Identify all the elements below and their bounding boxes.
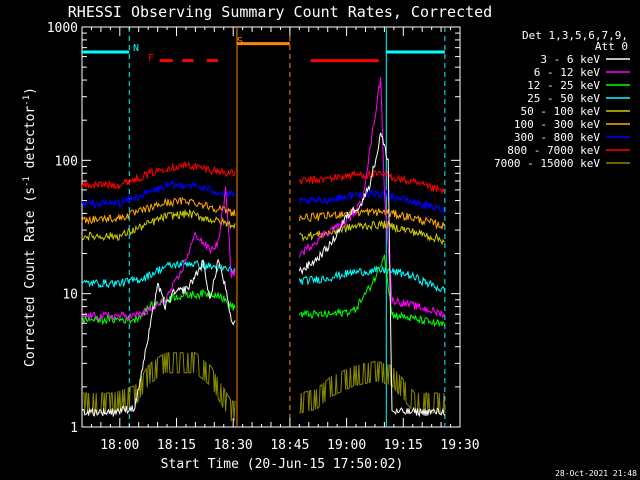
series-line-100_300keV-seg1 — [298, 207, 446, 230]
series-line-3_6keV-seg0 — [81, 258, 236, 418]
y-axis-label-sup1: -1 — [22, 176, 32, 187]
svg-text:Corrected Count Rate (s-1 dete: Corrected Count Rate (s-1 detector-1) — [22, 87, 38, 367]
y-tick-label-100: 100 — [55, 154, 78, 169]
legend-label-5: 100 - 300 keV — [514, 118, 600, 131]
flag-S: S — [237, 36, 243, 47]
legend-header-1: Att 0 — [595, 40, 628, 53]
flag-F: F — [148, 53, 154, 64]
y-axis-label-a: Corrected Count Rate (s — [23, 187, 38, 367]
y-axis-label-sup2: -1 — [22, 95, 32, 106]
axis-ticks: 1 10 100 1000 18:00 18:15 18:30 18:45 19:00 19:15… — [47, 21, 480, 453]
x-tick-label-1800: 18:00 — [100, 438, 139, 453]
generation-timestamp: 28-Oct-2021 21:48 — [555, 469, 637, 478]
series-line-300_800keV-seg1 — [298, 189, 446, 216]
series-line-12_25keV-seg0 — [81, 288, 236, 326]
series-line-25_50keV-seg1 — [298, 265, 446, 294]
series-line-50_100keV-seg1 — [299, 220, 446, 246]
legend-header-0: Det 1,3,5,6,7,9, — [522, 29, 628, 42]
legend-label-1: 6 - 12 keV — [534, 66, 601, 79]
y-tick-label-1: 1 — [70, 421, 78, 436]
legend-label-4: 50 - 100 keV — [521, 105, 601, 118]
data-layer: NF S — [81, 27, 446, 427]
series-line-12_25keV-seg1 — [298, 254, 446, 328]
x-tick-label-1830: 18:30 — [214, 438, 253, 453]
legend-label-7: 800 - 7000 keV — [507, 144, 600, 157]
series-line-6_12keV-seg0 — [81, 186, 236, 322]
series-line-6_12keV-seg1 — [298, 77, 446, 319]
chart-title: RHESSI Observing Summary Count Rates, Co… — [68, 3, 492, 21]
series-line-25_50keV-seg0 — [81, 259, 236, 289]
x-tick-label-1900: 19:00 — [327, 438, 366, 453]
y-axis-label: Corrected Count Rate (s-1 detector-1) — [22, 87, 38, 367]
flag-N: N — [133, 43, 139, 54]
legend-label-3: 25 - 50 keV — [527, 92, 600, 105]
series-line-100_300keV-seg0 — [81, 196, 236, 226]
x-tick-label-1915: 19:15 — [384, 438, 423, 453]
legend-label-0: 3 - 6 keV — [540, 53, 600, 66]
y-tick-label-10: 10 — [62, 288, 78, 303]
y-axis-label-b: detector — [23, 106, 38, 177]
series-line-7000_15000keV-seg0 — [82, 352, 236, 422]
legend-label-2: 12 - 25 keV — [527, 79, 600, 92]
series-line-300_800keV-seg0 — [81, 179, 236, 209]
y-axis-label-c: ) — [23, 87, 38, 95]
x-tick-label-1815: 18:15 — [157, 438, 196, 453]
series-line-7000_15000keV-seg1 — [299, 360, 446, 414]
x-tick-label-1930: 19:30 — [440, 438, 479, 453]
series-line-3_6keV-seg1 — [298, 132, 446, 418]
legend-label-8: 7000 - 15000 keV — [494, 157, 600, 170]
legend-label-6: 300 - 800 keV — [514, 131, 600, 144]
series-line-50_100keV-seg0 — [81, 209, 236, 242]
x-tick-label-1845: 18:45 — [270, 438, 309, 453]
x-axis-label: Start Time (20-Jun-15 17:50:02) — [161, 457, 404, 472]
series-line-800_7000keV-seg0 — [81, 161, 236, 191]
y-tick-label-1000: 1000 — [47, 21, 78, 36]
